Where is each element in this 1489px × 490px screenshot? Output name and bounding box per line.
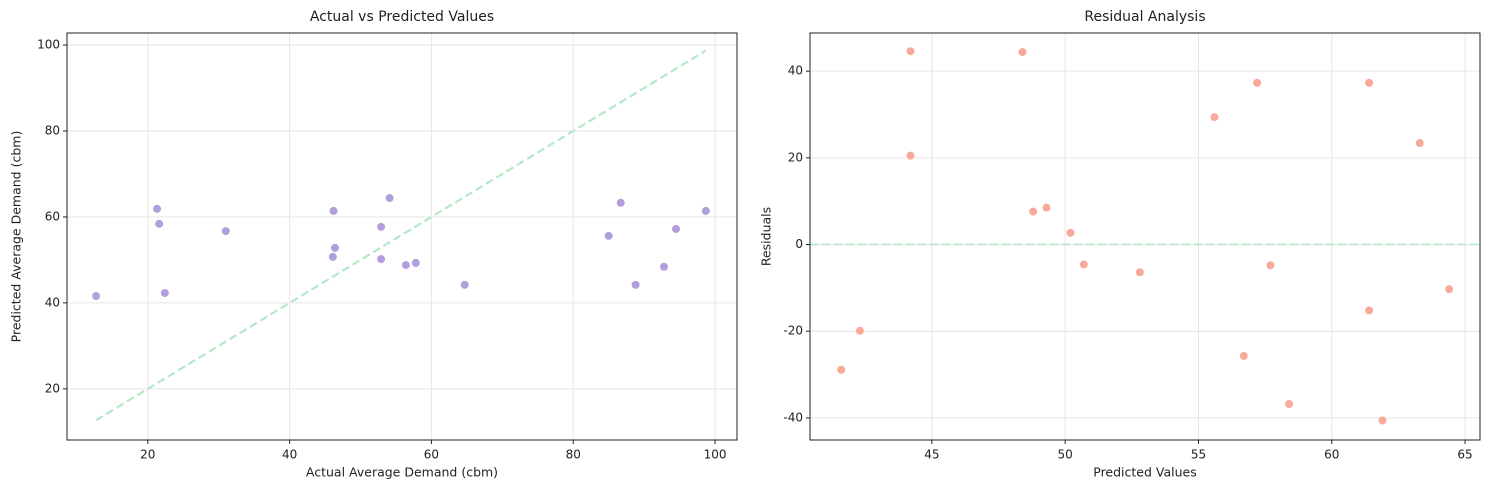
scatter-point (659, 262, 669, 272)
scatter-point (328, 252, 338, 262)
x-axis-label: Predicted Values (1093, 465, 1197, 480)
scatter-point (855, 326, 865, 336)
reference-line (95, 49, 707, 422)
y-tick-label: -20 (783, 324, 803, 338)
scatter-point (1239, 351, 1249, 361)
axes-frame (809, 32, 1481, 441)
scatter-point (1364, 305, 1374, 316)
scatter-point (460, 280, 470, 290)
scatter-point (154, 219, 164, 229)
scatter-point (376, 222, 386, 232)
y-tick-label: 40 (788, 64, 803, 78)
scatter-point (1284, 399, 1294, 409)
subplot: 20 40 60 80 100 20 40 60 80 100 Actual vs Predicte… (9, 9, 738, 480)
scatter-point (1065, 228, 1076, 238)
y-tick-label: 40 (45, 295, 60, 309)
scatter-point (1079, 259, 1089, 270)
scatter-point (1364, 78, 1374, 88)
x-tick-label: 60 (1324, 448, 1339, 462)
scatter-point (701, 206, 711, 216)
axes-frame (66, 32, 738, 441)
y-tick-label: 20 (45, 381, 60, 395)
scatter-point (1252, 78, 1262, 88)
scatter-point (221, 226, 231, 236)
x-tick-label: 45 (924, 448, 939, 462)
x-tick-label: 65 (1457, 448, 1472, 462)
x-tick-label: 20 (140, 448, 155, 462)
scatter-point (330, 243, 340, 253)
scatter-point (376, 254, 386, 264)
y-axis-label: Predicted Average Demand (cbm) (9, 131, 24, 343)
x-tick-label: 50 (1058, 448, 1073, 462)
x-tick-label: 80 (566, 448, 581, 462)
y-tick-label: 0 (795, 237, 803, 251)
scatter-point (604, 231, 614, 241)
scatter-point (411, 258, 421, 268)
subplot: 45 50 55 60 65 -40 -20 0 20 40 Residual Analysis Pr… (759, 9, 1481, 480)
scatter-point (1377, 415, 1388, 426)
scatter-point (160, 288, 170, 298)
chart-title: Residual Analysis (1084, 9, 1205, 25)
x-tick-label: 60 (424, 448, 439, 462)
chart-title: Actual vs Predicted Values (310, 9, 494, 25)
scatter-point (671, 224, 681, 234)
scatter-point (1265, 260, 1276, 270)
scatter-point (1135, 267, 1145, 277)
scatter-point (631, 280, 641, 290)
scatter-point (905, 46, 916, 56)
y-tick-label: 60 (45, 209, 60, 223)
y-tick-label: 20 (788, 150, 803, 164)
y-tick-label: -40 (783, 410, 803, 424)
y-axis-label: Residuals (759, 207, 774, 266)
scatter-point (1444, 284, 1454, 294)
x-tick-label: 55 (1191, 448, 1206, 462)
scatter-point (401, 260, 411, 270)
scatter-point (384, 193, 395, 203)
scatter-point (1209, 112, 1220, 122)
scatter-point (91, 291, 101, 301)
scatter-point (1041, 203, 1052, 213)
y-tick-label: 80 (45, 123, 60, 137)
scatter-point (836, 365, 846, 375)
scatter-point (905, 151, 916, 161)
scatter-point (616, 198, 626, 208)
y-tick-label: 100 (37, 38, 60, 52)
x-tick-label: 40 (282, 448, 297, 462)
x-axis-label: Actual Average Demand (cbm) (306, 465, 498, 480)
x-tick-label: 100 (704, 448, 727, 462)
scatter-point (152, 204, 162, 214)
scatter-point (328, 206, 339, 216)
scatter-point (1028, 206, 1038, 217)
scatter-point (1017, 47, 1028, 57)
scatter-point (1415, 138, 1425, 148)
